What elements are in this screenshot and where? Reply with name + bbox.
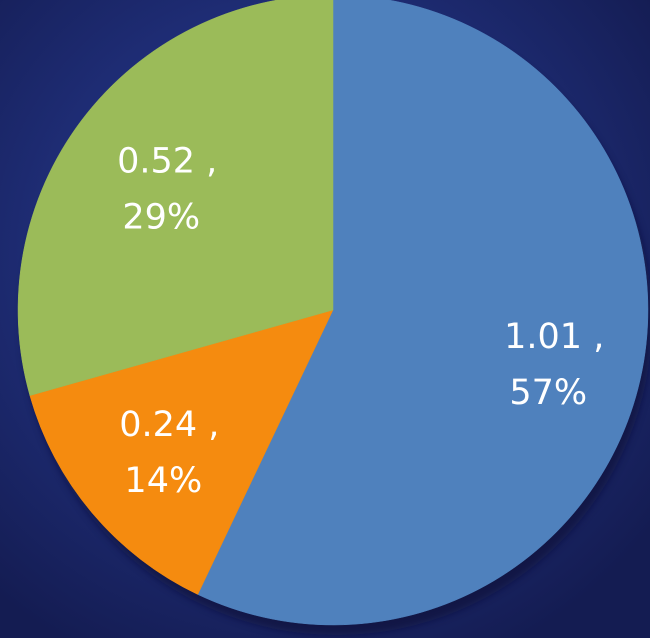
pie-slice-0-52 (17, 0, 334, 396)
pie-label-percent: 29% (122, 198, 200, 238)
pie-slice-1-01 (197, 0, 649, 626)
pie-label-slice-0-24: 0.24 , 14% (119, 405, 219, 501)
pie-label-slice-1-01: 1.01 , 57% (504, 317, 604, 413)
pie-label-percent: 57% (509, 373, 587, 413)
pie-label-value: 0.24 , (119, 405, 219, 445)
pie-slice-0-24 (29, 309, 334, 595)
pie-label-value: 0.52 , (117, 142, 217, 182)
pie-label-value: 1.01 , (504, 317, 604, 357)
pie-label-percent: 14% (124, 461, 202, 501)
pie-label-slice-0-52: 0.52 , 29% (117, 142, 217, 238)
pie-labels: 1.01 , 57% 0.24 , 14% 0.52 , 29% (117, 142, 604, 502)
pie-slices (17, 0, 649, 626)
